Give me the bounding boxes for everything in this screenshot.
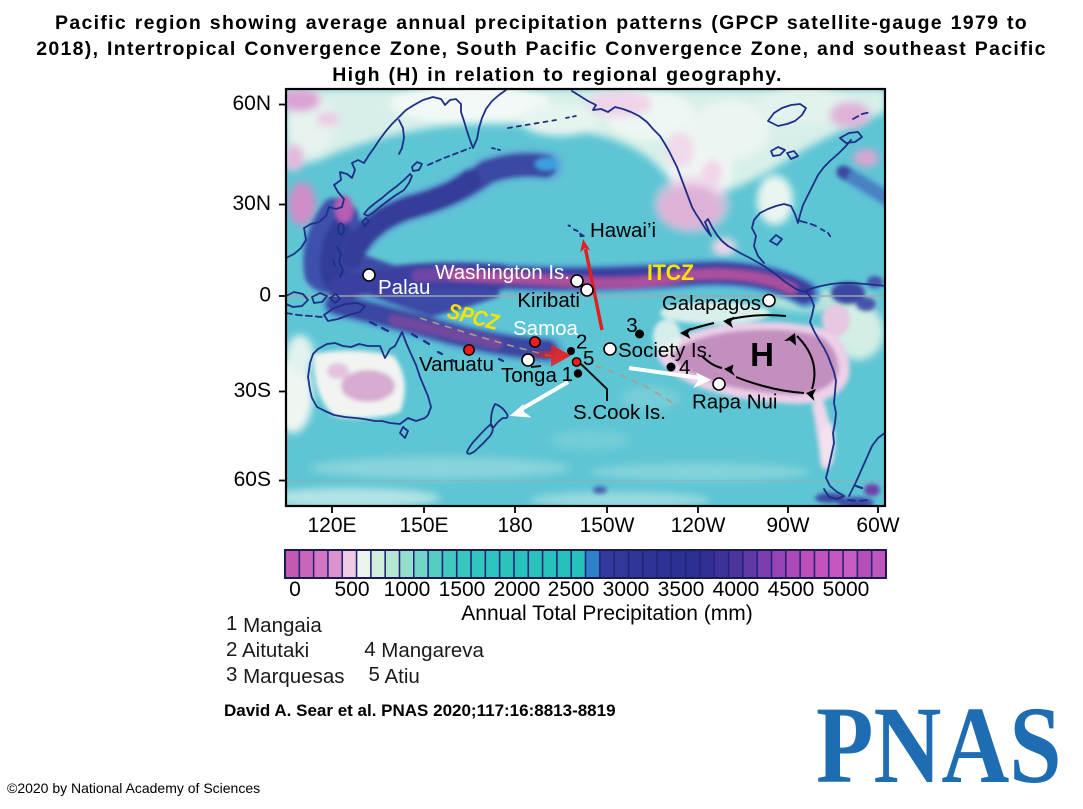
svg-text:Rapa Nui: Rapa Nui [692,391,777,414]
svg-text:Society Is.: Society Is. [618,339,713,362]
svg-text:Tonga: Tonga [501,364,557,387]
svg-text:90W: 90W [766,514,809,537]
svg-text:Samoa: Samoa [513,317,579,340]
svg-text:5000: 5000 [823,578,870,601]
svg-text:Annual Total Precipitation (mm: Annual Total Precipitation (mm) [461,602,752,625]
svg-text:150W: 150W [580,514,635,537]
svg-text:Kiribati: Kiribati [517,289,580,312]
svg-text:H: H [750,336,774,373]
svg-text:3500: 3500 [658,578,705,601]
svg-text:120W: 120W [671,514,726,537]
svg-text:2500: 2500 [548,578,595,601]
svg-text:1: 1 [562,363,573,386]
svg-text:1500: 1500 [439,578,486,601]
svg-text:150E: 150E [399,514,448,537]
svg-text:4: 4 [679,356,690,379]
svg-text:180: 180 [497,514,532,537]
svg-text:Washington Is.: Washington Is. [435,261,570,284]
svg-text:1000: 1000 [384,578,431,601]
svg-text:60N: 60N [232,92,271,115]
svg-text:S.Cook Is.: S.Cook Is. [573,401,666,424]
svg-text:3000: 3000 [603,578,650,601]
svg-text:5: 5 [583,347,594,370]
svg-text:2: 2 [576,331,587,354]
svg-text:Galapagos: Galapagos [662,292,761,315]
svg-text:2000: 2000 [494,578,541,601]
svg-text:Vanuatu: Vanuatu [419,353,494,376]
svg-text:4500: 4500 [768,578,815,601]
svg-text:ITCZ: ITCZ [647,260,694,285]
svg-text:0: 0 [289,578,301,601]
svg-text:120E: 120E [307,514,356,537]
svg-text:60S: 60S [234,468,271,491]
svg-text:Hawai’i: Hawai’i [590,219,656,242]
svg-text:500: 500 [334,578,369,601]
svg-text:0: 0 [259,284,271,307]
svg-text:4000: 4000 [713,578,760,601]
svg-text:Palau: Palau [378,276,430,299]
svg-text:3: 3 [626,314,637,337]
svg-text:30S: 30S [234,379,271,402]
svg-text:30N: 30N [232,192,271,215]
svg-text:60W: 60W [856,514,899,537]
